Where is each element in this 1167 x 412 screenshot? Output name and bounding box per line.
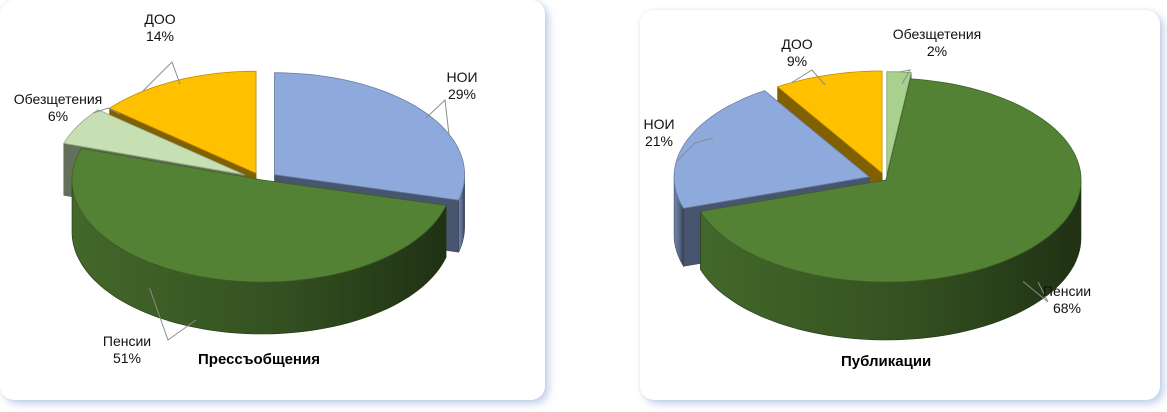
leader-line-пенсии [1022,281,1049,303]
pie-slice-пенсии [699,78,1082,283]
slice-label-доо: ДОО [781,36,812,52]
slice-label-доо: ДОО [144,11,175,27]
slice-value-доо: 14% [146,28,174,44]
pie-slice-нои [673,90,871,209]
leader-line-пенсии [149,288,197,341]
leader-line-доо [791,69,826,86]
pie-slice-пенсии [71,148,447,283]
pie-slice-доо [108,70,257,174]
slice-value-доо: 9% [787,53,807,69]
slice-value-обезщетения: 6% [48,108,68,124]
chart-title-press-releases: Прессъобщения [198,351,320,368]
slice-label-пенсии: Пенсии [103,333,151,349]
leader-line-нои [675,137,714,163]
slice-label-обезщетения: Обезщетения [893,26,982,42]
slice-value-пенсии: 68% [1053,300,1081,316]
slice-label-обезщетения: Обезщетения [14,91,103,107]
slice-value-обезщетения: 2% [927,43,947,59]
pie-slice-нои [274,72,465,201]
slice-label-пенсии: Пенсии [1043,283,1091,299]
chart-title-publications: Публикации [841,353,932,370]
pie-slice-доо [776,70,883,174]
slice-label-нои: НОИ [643,116,674,132]
slice-value-нои: 21% [645,133,673,149]
slice-value-пенсии: 51% [113,350,141,366]
chart-panel-press-releases: НОИ 29% Пенсии 51% Обезщетения 6% ДОО 14% Пресс… [0,0,545,400]
leader-line-нои [425,98,450,135]
slice-label-нои: НОИ [446,69,477,85]
slice-value-нои: 29% [448,86,476,102]
leader-line-обезщетения [898,69,911,85]
leader-line-обезщетения [93,107,121,115]
chart-panel-publications: Обезщетения 2% Пенсии 68% НОИ 21% ДОО 9% Публик… [640,10,1160,400]
leader-line-доо [142,61,181,92]
